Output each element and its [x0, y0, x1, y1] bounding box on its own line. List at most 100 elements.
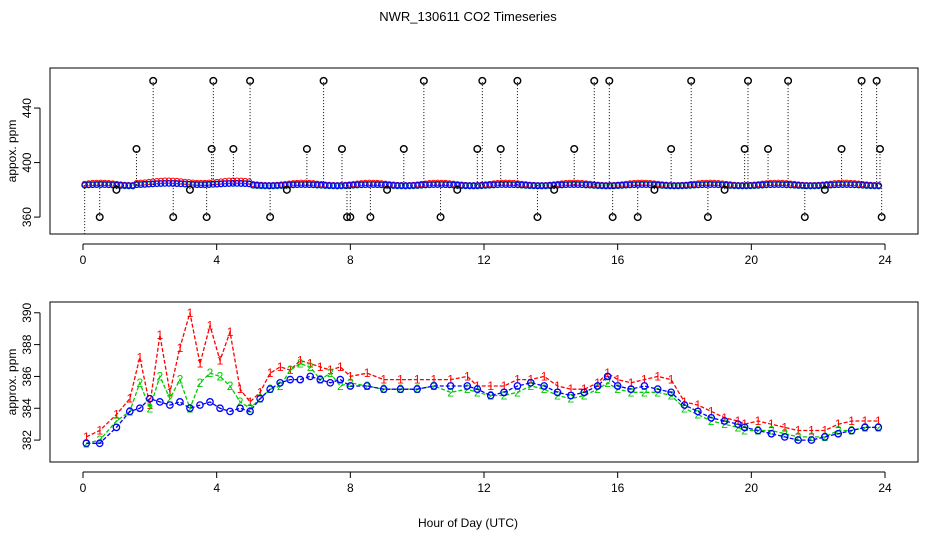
top-point-series3 — [775, 181, 782, 188]
bottom-series-1-point: 1 — [464, 369, 471, 383]
bottom-series-2-point: 2 — [217, 369, 224, 383]
bottom-series-1-point: 1 — [568, 382, 575, 396]
bottom-series-3-point — [112, 423, 121, 432]
top-point-series3 — [526, 182, 534, 189]
top-point-series3 — [446, 181, 453, 189]
bottom-series-2-point: 2 — [207, 366, 214, 380]
bottom-series-1-point: 1 — [708, 404, 715, 418]
top-point-series3 — [261, 182, 269, 190]
top-point-series3 — [382, 181, 389, 189]
bottom-series-3-point — [379, 385, 388, 394]
top-raw-point — [650, 185, 659, 194]
bottom-series-1-point: 1 — [380, 373, 387, 387]
bottom-series-2-point: 2 — [287, 363, 294, 377]
top-y-tick-label: 440 — [20, 98, 34, 118]
top-point-series3 — [125, 182, 133, 190]
top-point-series3 — [297, 181, 305, 188]
top-raw-point — [112, 185, 121, 194]
bottom-series-3-point — [734, 420, 742, 429]
bottom-series-1-point: 1 — [317, 360, 324, 374]
bottom-series-2-point: 2 — [875, 420, 882, 434]
top-point-series3 — [402, 182, 409, 190]
top-point-series3 — [682, 182, 690, 189]
bottom-series-3-point — [156, 398, 164, 406]
bottom-series-1-point: 1 — [113, 408, 120, 422]
top-point-series3 — [626, 181, 634, 189]
top-point-series3 — [710, 181, 718, 188]
bottom-series-3-point — [413, 385, 422, 394]
top-point-series3 — [374, 181, 381, 188]
top-point-series3 — [542, 182, 550, 190]
top-point-series3 — [746, 182, 754, 189]
top-point-series3 — [325, 182, 333, 189]
top-point-series3 — [418, 181, 425, 189]
top-point-series3 — [406, 182, 413, 190]
bottom-series-1-point: 1 — [327, 363, 334, 377]
top-point-series3 — [369, 181, 377, 188]
top-point-series3 — [758, 181, 766, 189]
bottom-series-2-point: 2 — [177, 373, 184, 387]
top-point-series3 — [646, 181, 654, 189]
top-point-series3 — [610, 182, 618, 189]
top-point-series3 — [201, 181, 209, 188]
top-raw-point — [419, 76, 428, 85]
top-point-series3 — [458, 181, 466, 189]
top-raw-point — [246, 76, 255, 85]
top-point-series3 — [502, 181, 510, 188]
top-raw-point — [784, 76, 793, 85]
bottom-series-3-point — [176, 398, 184, 406]
top-point-series3 — [510, 181, 518, 188]
top-point-series3 — [843, 181, 850, 188]
bottom-series-1-point: 1 — [781, 420, 788, 434]
top-point-series3 — [630, 181, 638, 189]
top-point-series3 — [618, 181, 626, 189]
bottom-series-3-point — [316, 375, 325, 384]
bottom-series-3-point — [694, 407, 702, 416]
bottom-y-tick-label: 390 — [20, 302, 34, 322]
bottom-series-1-point: 1 — [277, 360, 284, 374]
top-raw-point — [169, 213, 178, 222]
top-point-series3 — [750, 181, 758, 189]
bottom-series-3-point — [540, 382, 549, 390]
bottom-series-3-point — [593, 382, 602, 390]
bottom-series-3-point — [874, 423, 883, 432]
top-x-tick-label: 12 — [477, 253, 491, 267]
top-point-series3 — [197, 181, 205, 188]
bottom-plot-frame — [49, 301, 919, 463]
top-point-series3 — [658, 181, 666, 189]
bottom-series-2-point: 2 — [227, 379, 234, 393]
bottom-series-3-point — [145, 394, 154, 403]
top-point-series3 — [714, 181, 722, 189]
bottom-series-3-point — [740, 423, 749, 432]
bottom-series-3-point — [266, 385, 274, 394]
top-point-series3 — [257, 182, 265, 189]
bottom-series-2-point: 2 — [487, 389, 494, 403]
top-point-series3 — [85, 181, 93, 189]
bottom-series-1-point: 1 — [364, 366, 371, 380]
top-raw-point — [872, 76, 881, 85]
bottom-x-tick-label: 0 — [80, 481, 87, 495]
top-point-series3 — [538, 182, 546, 190]
top-point-series3 — [566, 181, 574, 188]
bottom-series-3-point — [473, 385, 482, 394]
top-x-tick-label: 4 — [213, 253, 220, 267]
bottom-series-1-point: 1 — [83, 430, 90, 444]
top-point-series3 — [598, 182, 606, 189]
bottom-series-1-point: 1 — [297, 354, 304, 368]
bottom-series-3-point — [226, 407, 234, 416]
bottom-series-2-point: 2 — [307, 360, 314, 374]
top-point-series3 — [546, 182, 554, 189]
top-point-series3 — [357, 181, 365, 189]
top-point-series3 — [530, 182, 538, 189]
bottom-x-tick-label: 8 — [347, 481, 354, 495]
bottom-series-3-point — [847, 426, 856, 435]
top-point-series3 — [823, 181, 830, 189]
bottom-series-3-point — [526, 378, 535, 387]
bottom-series-2-point: 2 — [862, 420, 869, 434]
top-point-series3 — [225, 180, 233, 187]
bottom-y-tick-label: 388 — [20, 334, 34, 354]
bottom-series-3-point — [166, 401, 174, 409]
bottom-series-3-line — [86, 375, 879, 444]
top-point-series3 — [281, 181, 289, 189]
top-raw-point — [608, 213, 617, 222]
